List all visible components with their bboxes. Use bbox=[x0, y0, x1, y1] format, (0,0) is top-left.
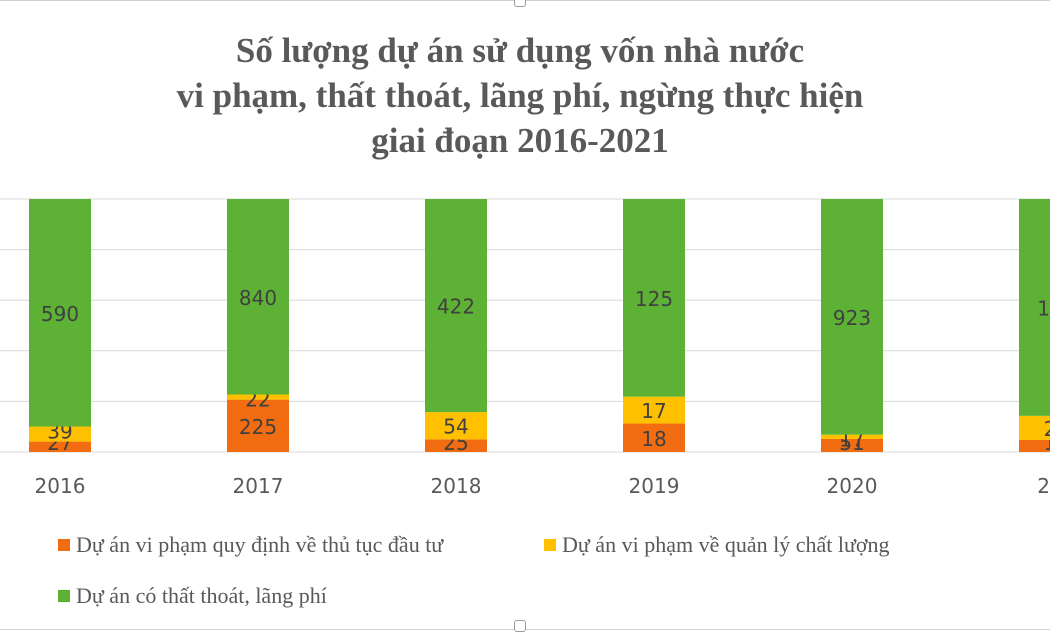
bar-segment-2016-2 bbox=[29, 199, 91, 427]
data-label: 54 bbox=[443, 415, 468, 439]
bar-segment-2020-0 bbox=[821, 438, 883, 452]
legend-swatch-orange bbox=[58, 539, 70, 551]
bar-segment-20-1 bbox=[1019, 415, 1050, 440]
data-label: 225 bbox=[239, 415, 277, 439]
bar-segment-20-0 bbox=[1019, 439, 1050, 452]
data-label: 18 bbox=[641, 427, 666, 451]
bar-segment-2019-0 bbox=[623, 423, 685, 452]
bar-segment-2016-0 bbox=[29, 441, 91, 452]
data-label: 840 bbox=[239, 286, 277, 310]
chart-title-line-2: vi phạm, thất thoát, lãng phí, ngừng thự… bbox=[176, 76, 864, 115]
legend-label: Dự án vi phạm quy định về thủ tục đầu tư bbox=[76, 532, 444, 557]
chart-title: Số lượng dự án sử dụng vốn nhà nước vi p… bbox=[0, 28, 1040, 163]
chart-title-line-1: Số lượng dự án sử dụng vốn nhà nước bbox=[235, 31, 805, 70]
bar-segment-2017-2 bbox=[227, 199, 289, 395]
data-label: 125 bbox=[635, 287, 673, 311]
data-label: 2 bbox=[1044, 417, 1050, 441]
x-axis-tick-label: 2018 bbox=[431, 474, 482, 498]
legend-item-quality-management: Dự án vi phạm về quản lý chất lượng bbox=[544, 532, 890, 558]
bar-segment-2018-2 bbox=[425, 199, 487, 413]
legend-label: Dự án vi phạm về quản lý chất lượng bbox=[562, 532, 890, 557]
top-resize-handle[interactable] bbox=[514, 0, 526, 7]
bar-segment-2019-2 bbox=[623, 199, 685, 397]
bar-segment-2020-2 bbox=[821, 199, 883, 435]
x-axis-tick-label: 20 bbox=[1037, 474, 1050, 498]
data-label: 422 bbox=[437, 295, 475, 319]
legend-swatch-yellow bbox=[544, 539, 556, 551]
x-axis-tick-label: 2020 bbox=[827, 474, 878, 498]
data-label: 1 bbox=[1044, 431, 1050, 455]
x-axis-tick-label: 2017 bbox=[233, 474, 284, 498]
data-label: 18 bbox=[1037, 296, 1050, 320]
x-axis-tick-label: 2016 bbox=[35, 474, 86, 498]
bar-segment-20-2 bbox=[1019, 199, 1050, 416]
bar-segment-2020-1 bbox=[821, 434, 883, 439]
legend-swatch-green bbox=[58, 590, 70, 602]
data-label: 17 bbox=[641, 399, 666, 423]
data-label: 590 bbox=[41, 302, 79, 326]
legend-label: Dự án có thất thoát, lãng phí bbox=[76, 583, 327, 608]
bar-segment-2017-0 bbox=[227, 399, 289, 452]
data-label: 923 bbox=[833, 306, 871, 330]
bar-segment-2016-1 bbox=[29, 426, 91, 442]
legend-item-investment-procedure: Dự án vi phạm quy định về thủ tục đầu tư bbox=[58, 532, 443, 558]
bar-segment-2018-0 bbox=[425, 439, 487, 452]
bar-segment-2017-1 bbox=[227, 394, 289, 400]
bar-segment-2018-1 bbox=[425, 412, 487, 440]
chart-title-line-3: giai đoạn 2016-2021 bbox=[371, 121, 669, 160]
x-axis-tick-label: 2019 bbox=[629, 474, 680, 498]
legend-item-loss-waste: Dự án có thất thoát, lãng phí bbox=[58, 583, 327, 609]
bar-segment-2019-1 bbox=[623, 396, 685, 424]
